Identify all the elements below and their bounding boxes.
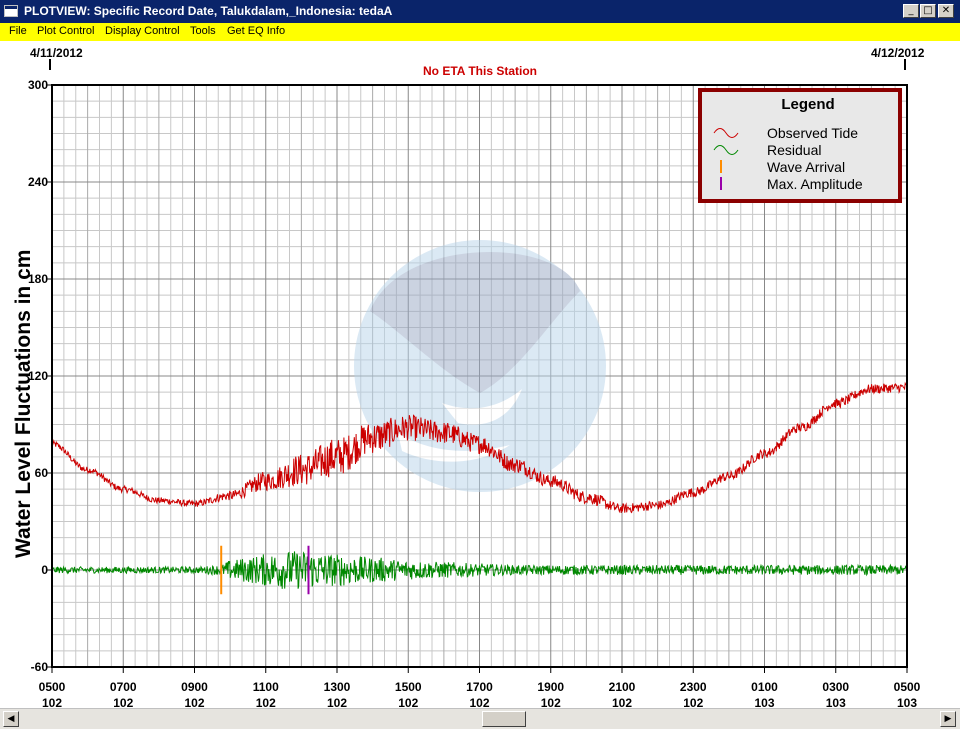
y-tick-label: 240 <box>28 175 48 189</box>
window-title: PLOTVIEW: Specific Record Date, Talukdal… <box>24 4 393 18</box>
series-residual <box>51 551 908 589</box>
x-tick-day-label: 102 <box>612 696 632 708</box>
chart-svg: 300 240 180 120 60 0 -60 0500 102 0700 102 0900 102… <box>12 46 925 710</box>
series-line <box>51 381 908 514</box>
x-tick-day-label: 102 <box>113 696 133 708</box>
x-tick-day-label: 102 <box>683 696 703 708</box>
x-tick-time-label: 0100 <box>751 680 778 694</box>
legend-wave-icon <box>713 145 739 155</box>
legend-wave-icon <box>713 128 739 138</box>
x-axis-ticks: 0500 102 0700 102 0900 102 1100 102 1300 102 1500 1… <box>39 667 921 710</box>
status-text: No ETA This Station <box>423 64 537 78</box>
y-tick-label: 300 <box>28 78 48 92</box>
x-tick-time-label: 0500 <box>39 680 66 694</box>
x-tick-day-label: 102 <box>184 696 204 708</box>
x-tick-day-label: 103 <box>754 696 774 708</box>
series-line <box>51 551 908 589</box>
x-tick-time-label: 0300 <box>822 680 849 694</box>
legend-box <box>698 88 902 203</box>
x-tick-time-label: 1300 <box>324 680 351 694</box>
start-date-label: 4/11/2012 <box>30 46 83 60</box>
maximize-button[interactable]: □ <box>920 4 936 18</box>
y-tick-label: 120 <box>28 369 48 383</box>
scroll-thumb[interactable] <box>482 711 526 727</box>
x-tick-time-label: 2100 <box>609 680 636 694</box>
x-tick-time-label: 1500 <box>395 680 422 694</box>
plot-area: 300 240 180 120 60 0 -60 0500 102 0700 102 0900 102… <box>0 41 960 710</box>
horizontal-scrollbar[interactable]: ◀ ▶ <box>0 708 960 729</box>
window-titlebar: PLOTVIEW: Specific Record Date, Talukdal… <box>0 0 960 23</box>
legend-item-label: Residual <box>767 142 821 158</box>
x-tick-time-label: 0900 <box>181 680 208 694</box>
legend-item-label: Observed Tide <box>767 125 858 141</box>
y-axis-label: Water Level Fluctuations in cm <box>12 250 35 558</box>
scroll-left-button[interactable]: ◀ <box>3 711 19 727</box>
x-tick-day-label: 102 <box>469 696 489 708</box>
event-markers <box>220 545 310 595</box>
y-tick-label: -60 <box>31 660 49 674</box>
x-tick-day-label: 103 <box>897 696 917 708</box>
y-tick-label: 60 <box>35 466 49 480</box>
legend-title: Legend <box>781 96 834 113</box>
x-tick-day-label: 102 <box>327 696 347 708</box>
menu-file[interactable]: File <box>9 25 27 37</box>
legend-item-label: Wave Arrival <box>767 159 845 175</box>
menu-get-eq-info[interactable]: Get EQ Info <box>227 25 286 37</box>
x-tick-time-label: 1700 <box>466 680 493 694</box>
menu-bar: File Plot Control Display Control Tools … <box>0 23 960 41</box>
legend-item-label: Max. Amplitude <box>767 176 863 192</box>
minimize-button[interactable]: _ <box>903 4 919 18</box>
end-date-label: 4/12/2012 <box>871 46 925 60</box>
noaa-logo-watermark <box>354 240 606 492</box>
x-tick-day-label: 102 <box>256 696 276 708</box>
menu-display-control[interactable]: Display Control <box>105 25 180 37</box>
y-axis-ticks: 300 240 180 120 60 0 -60 <box>28 78 52 674</box>
x-tick-day-label: 102 <box>42 696 62 708</box>
x-tick-time-label: 2300 <box>680 680 707 694</box>
x-tick-time-label: 1900 <box>537 680 564 694</box>
x-tick-time-label: 0500 <box>894 680 921 694</box>
close-button[interactable]: ✕ <box>938 4 954 18</box>
menu-plot-control[interactable]: Plot Control <box>37 25 95 37</box>
x-tick-day-label: 103 <box>826 696 846 708</box>
app-window-icon <box>4 5 18 17</box>
y-tick-label: 180 <box>28 272 48 286</box>
series-observed-tide <box>51 381 908 514</box>
scroll-right-button[interactable]: ▶ <box>940 711 956 727</box>
y-tick-label: 0 <box>41 563 48 577</box>
menu-tools[interactable]: Tools <box>190 25 216 37</box>
x-tick-time-label: 0700 <box>110 680 137 694</box>
x-tick-day-label: 102 <box>541 696 561 708</box>
x-tick-time-label: 1100 <box>253 680 279 694</box>
x-tick-day-label: 102 <box>398 696 418 708</box>
